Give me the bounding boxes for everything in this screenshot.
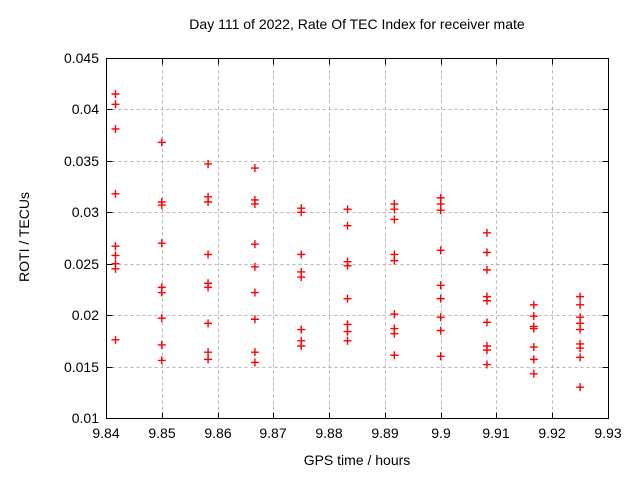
data-point-marker (482, 296, 491, 305)
y-tick-label: 0.015 (63, 359, 99, 375)
data-point-marker (343, 336, 352, 345)
data-point-marker (436, 313, 445, 322)
data-point-marker (529, 355, 538, 364)
data-point-marker (576, 325, 585, 334)
data-point-marker (111, 242, 120, 251)
data-point-marker (204, 348, 213, 357)
data-point-marker (576, 353, 585, 362)
data-point-marker (482, 248, 491, 257)
data-point-marker (482, 360, 491, 369)
data-point-marker (204, 198, 213, 206)
x-tick-label: 9.9 (431, 425, 451, 441)
data-point-marker (576, 292, 585, 301)
data-point-marker (157, 340, 166, 349)
y-tick-label: 0.04 (71, 101, 99, 117)
data-point-marker (297, 273, 306, 282)
data-point-marker (111, 189, 120, 198)
data-point-marker (390, 351, 399, 360)
data-point-marker (157, 138, 166, 147)
data-point-marker (297, 208, 306, 217)
data-point-marker (250, 315, 259, 324)
x-tick-label: 9.91 (482, 425, 510, 441)
data-point-marker (343, 261, 352, 270)
data-point-marker (576, 383, 585, 392)
data-point-marker (250, 200, 259, 209)
data-point-marker (390, 215, 399, 224)
data-point-marker (436, 326, 445, 335)
y-tick-label: 0.01 (71, 410, 99, 426)
data-point-marker (343, 320, 352, 329)
data-point-marker (250, 358, 259, 367)
data-point-marker (436, 206, 445, 215)
data-point-marker (529, 343, 538, 352)
x-tick-label: 9.87 (259, 425, 287, 441)
data-point-marker (111, 335, 120, 344)
data-point-marker (204, 355, 213, 364)
data-point-marker (390, 329, 399, 338)
data-point-marker (436, 246, 445, 255)
data-point-marker (204, 250, 213, 259)
data-point-marker (343, 205, 352, 214)
data-point-marker (529, 300, 538, 309)
data-point-marker (343, 221, 352, 230)
data-point-marker (250, 288, 259, 297)
x-tick-label: 9.92 (538, 425, 566, 441)
data-point-marker (576, 344, 585, 353)
x-tick-label: 9.84 (92, 425, 120, 441)
data-point-marker (297, 325, 306, 334)
data-point-marker (111, 251, 120, 260)
data-point-marker (482, 346, 491, 355)
data-point-marker (343, 327, 352, 336)
data-point-marker (297, 250, 306, 259)
x-tick-label: 9.88 (315, 425, 343, 441)
data-point-marker (157, 201, 166, 210)
data-point-marker (343, 294, 352, 303)
data-point-marker (204, 319, 213, 328)
y-tick-label: 0.025 (63, 256, 99, 272)
x-tick-label: 9.86 (204, 425, 232, 441)
x-axis-label: GPS time / hours (303, 452, 411, 468)
data-point-marker (250, 240, 259, 249)
plot-border (106, 58, 609, 419)
data-point-marker (250, 262, 259, 271)
data-point-marker (157, 314, 166, 323)
data-point-marker (390, 256, 399, 265)
data-point-marker (111, 90, 120, 98)
data-point-marker (482, 265, 491, 274)
data-point-marker (390, 205, 399, 214)
data-point-marker (204, 283, 213, 292)
x-tick-label: 9.93 (594, 425, 622, 441)
data-point-marker (529, 369, 538, 378)
data-point-marker (111, 100, 120, 109)
data-point-marker (436, 352, 445, 361)
y-tick-label: 0.045 (63, 50, 99, 66)
data-point-marker (436, 294, 445, 303)
data-point-marker (482, 318, 491, 327)
data-point-marker (250, 348, 259, 357)
data-point-marker (529, 324, 538, 333)
data-point-marker (297, 342, 306, 350)
data-point-marker (157, 356, 166, 365)
data-point-marker (390, 310, 399, 319)
x-tick-label: 9.85 (148, 425, 176, 441)
data-point-marker (204, 159, 213, 168)
data-point-marker (529, 312, 538, 321)
x-tick-label: 9.89 (371, 425, 399, 441)
y-tick-label: 0.02 (71, 307, 99, 323)
data-point-marker (157, 239, 166, 248)
y-tick-label: 0.035 (63, 153, 99, 169)
data-point-marker (482, 228, 491, 237)
data-point-marker (436, 281, 445, 290)
data-point-marker (576, 300, 585, 309)
data-point-marker (111, 264, 120, 273)
data-point-marker (111, 124, 120, 133)
data-point-marker (157, 288, 166, 297)
data-point-marker (250, 164, 259, 173)
y-tick-label: 0.03 (71, 204, 99, 220)
chart-title: Day 111 of 2022, Rate Of TEC Index for r… (189, 16, 525, 32)
